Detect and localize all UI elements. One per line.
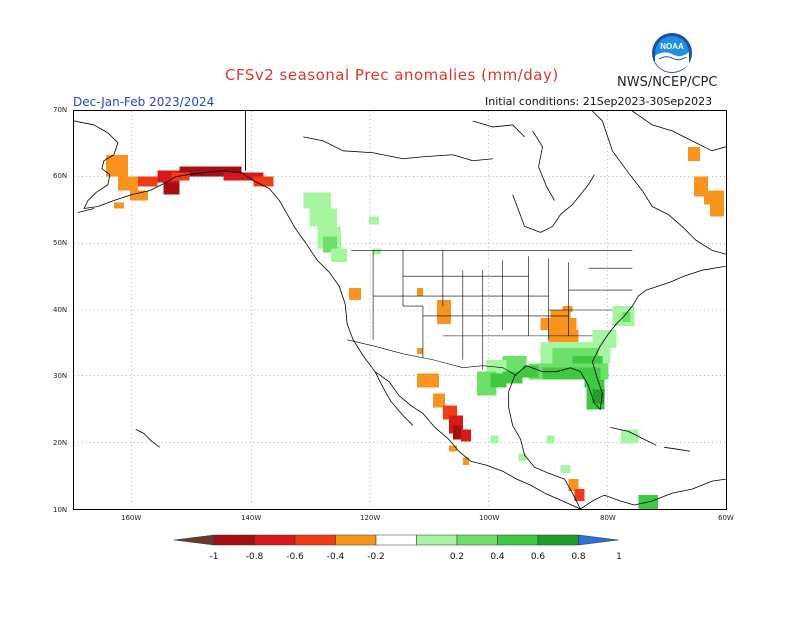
lat-label-60n: 60N [53,172,68,180]
lat-label-10n: 10N [53,506,68,514]
colorbar-box [416,534,458,546]
colorbar-box [537,534,579,546]
lon-label-120w: 120W [360,514,381,522]
colorbar-box [456,534,498,546]
colorbar-tick-label: -1 [210,552,219,562]
colorbar-labels: -1 -0.8 -0.6 -0.4 -0.2 0.2 0.4 0.6 0.8 1 [210,552,622,562]
season-label: Dec-Jan-Feb 2023/2024 [73,95,215,109]
colorbar-box [375,534,417,546]
agency-label: NWS/NCEP/CPC [617,75,718,90]
colorbar-boxes [173,534,619,546]
colorbar-box [294,534,336,546]
colorbar-tick-label: 1 [616,552,622,562]
initial-conditions-label: Initial conditions: 21Sep2023-30Sep2023 [485,95,713,108]
lat-label-20n: 20N [53,439,68,447]
lon-label-100w: 100W [479,514,500,522]
lat-label-40n: 40N [53,306,68,314]
colorbar-tick-label: 0.6 [531,552,546,562]
colorbar-box [335,534,377,546]
colorbar-box [497,534,539,546]
colorbar-tick-label: -0.4 [327,552,345,562]
lon-label-160w: 160W [121,514,142,522]
colorbar-arrow-high [578,534,619,546]
noaa-logo-icon: NOAA [652,33,692,73]
lat-label-30n: 30N [53,372,68,380]
colorbar-arrow-low [173,534,215,546]
colorbar-legend: -1 -0.8 -0.6 -0.4 -0.2 0.2 0.4 0.6 0.8 1 [173,534,622,562]
lat-label-70n: 70N [53,106,68,114]
lon-label-80w: 80W [600,514,616,522]
lon-label-60w: 60W [718,514,734,522]
colorbar-box [213,534,255,546]
lat-label-50n: 50N [53,239,68,247]
colorbar-tick-label: -0.6 [286,552,304,562]
map-title: CFSv2 seasonal Prec anomalies (mm/day) [225,66,559,84]
borders [245,111,633,376]
colorbar-tick-label: 0.8 [571,552,586,562]
anomaly-shading [105,146,725,509]
colorbar-box [254,534,296,546]
lon-label-140w: 140W [241,514,262,522]
colorbar-tick-label: 0.2 [450,552,464,562]
precip-anomaly-map [73,110,727,510]
colorbar-tick-label: -0.8 [246,552,264,562]
colorbar-tick-label: 0.4 [490,552,505,562]
colorbar-tick-label: -0.2 [367,552,385,562]
svg-text:NOAA: NOAA [660,42,684,51]
